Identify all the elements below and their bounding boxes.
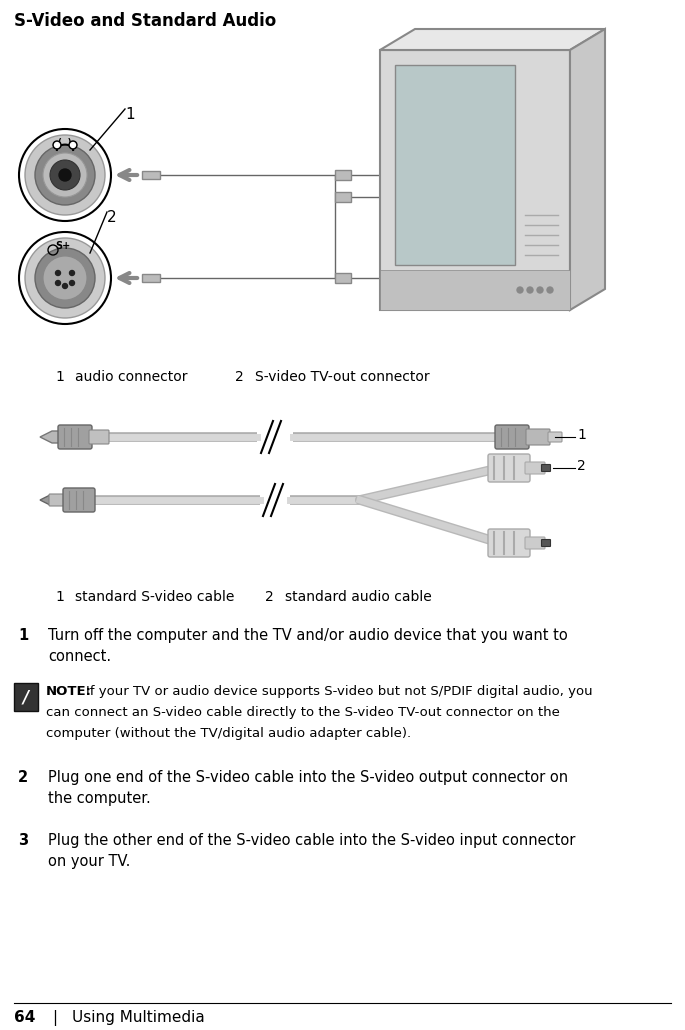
Text: 2: 2 xyxy=(18,770,28,785)
Text: connect.: connect. xyxy=(48,649,111,664)
FancyBboxPatch shape xyxy=(58,425,92,449)
Polygon shape xyxy=(40,495,50,505)
Circle shape xyxy=(62,283,68,288)
Text: 1: 1 xyxy=(577,428,586,442)
FancyBboxPatch shape xyxy=(335,170,351,180)
Text: 2: 2 xyxy=(235,370,244,384)
Circle shape xyxy=(19,129,111,221)
Text: can connect an S-video cable directly to the S-video TV-out connector on the: can connect an S-video cable directly to… xyxy=(46,706,560,719)
FancyBboxPatch shape xyxy=(142,274,160,282)
Text: 64: 64 xyxy=(14,1010,36,1025)
Text: 1: 1 xyxy=(55,370,64,384)
Polygon shape xyxy=(380,29,605,50)
Text: /: / xyxy=(23,688,29,706)
FancyBboxPatch shape xyxy=(488,529,530,557)
Circle shape xyxy=(25,238,105,318)
Text: 3: 3 xyxy=(18,833,28,848)
FancyBboxPatch shape xyxy=(548,432,562,442)
Polygon shape xyxy=(395,65,515,265)
Circle shape xyxy=(71,142,75,147)
Text: on your TV.: on your TV. xyxy=(48,854,130,869)
Text: 1: 1 xyxy=(18,628,28,643)
FancyBboxPatch shape xyxy=(525,462,545,474)
FancyBboxPatch shape xyxy=(63,488,95,512)
Text: Plug one end of the S-video cable into the S-video output connector on: Plug one end of the S-video cable into t… xyxy=(48,770,568,785)
FancyBboxPatch shape xyxy=(89,430,109,444)
Text: 2: 2 xyxy=(107,210,116,225)
Text: standard S-video cable: standard S-video cable xyxy=(75,590,234,604)
FancyBboxPatch shape xyxy=(142,171,160,179)
Text: audio connector: audio connector xyxy=(75,370,188,384)
Text: 1: 1 xyxy=(55,590,64,604)
Text: S-video TV-out connector: S-video TV-out connector xyxy=(255,370,429,384)
Text: S+: S+ xyxy=(55,241,71,251)
Circle shape xyxy=(55,280,60,285)
Polygon shape xyxy=(380,50,570,310)
Text: |: | xyxy=(52,1010,57,1026)
Text: standard audio cable: standard audio cable xyxy=(285,590,432,604)
Text: Using Multimedia: Using Multimedia xyxy=(72,1010,205,1025)
FancyBboxPatch shape xyxy=(542,540,551,547)
Circle shape xyxy=(50,160,80,190)
Circle shape xyxy=(43,153,87,197)
Circle shape xyxy=(43,256,87,300)
FancyBboxPatch shape xyxy=(526,430,550,445)
FancyBboxPatch shape xyxy=(335,192,351,202)
Text: 2: 2 xyxy=(265,590,274,604)
Text: (  ): ( ) xyxy=(58,137,72,146)
FancyBboxPatch shape xyxy=(525,537,545,549)
Polygon shape xyxy=(40,431,60,443)
Circle shape xyxy=(527,287,533,293)
Circle shape xyxy=(547,287,553,293)
Polygon shape xyxy=(380,270,570,310)
Text: Plug the other end of the S-video cable into the S-video input connector: Plug the other end of the S-video cable … xyxy=(48,833,575,848)
Text: computer (without the TV/digital audio adapter cable).: computer (without the TV/digital audio a… xyxy=(46,727,411,740)
Circle shape xyxy=(55,142,60,147)
Circle shape xyxy=(517,287,523,293)
Circle shape xyxy=(59,169,71,181)
Text: the computer.: the computer. xyxy=(48,791,151,806)
Circle shape xyxy=(537,287,543,293)
FancyBboxPatch shape xyxy=(542,465,551,472)
Circle shape xyxy=(25,135,105,215)
Circle shape xyxy=(69,280,75,285)
Circle shape xyxy=(69,271,75,275)
FancyBboxPatch shape xyxy=(495,425,529,449)
FancyBboxPatch shape xyxy=(488,454,530,482)
Text: If your TV or audio device supports S-video but not S/PDIF digital audio, you: If your TV or audio device supports S-vi… xyxy=(86,685,593,698)
Circle shape xyxy=(55,271,60,275)
FancyBboxPatch shape xyxy=(335,273,351,283)
FancyBboxPatch shape xyxy=(14,683,38,711)
Circle shape xyxy=(53,141,61,149)
Text: 1: 1 xyxy=(125,107,135,122)
Circle shape xyxy=(35,248,95,308)
FancyBboxPatch shape xyxy=(49,494,66,506)
Circle shape xyxy=(35,145,95,205)
Circle shape xyxy=(69,141,77,149)
Text: 2: 2 xyxy=(577,459,586,473)
Text: Turn off the computer and the TV and/or audio device that you want to: Turn off the computer and the TV and/or … xyxy=(48,628,568,643)
Circle shape xyxy=(19,232,111,324)
Polygon shape xyxy=(570,29,605,310)
Text: NOTE:: NOTE: xyxy=(46,685,92,698)
Text: S-Video and Standard Audio: S-Video and Standard Audio xyxy=(14,12,276,30)
